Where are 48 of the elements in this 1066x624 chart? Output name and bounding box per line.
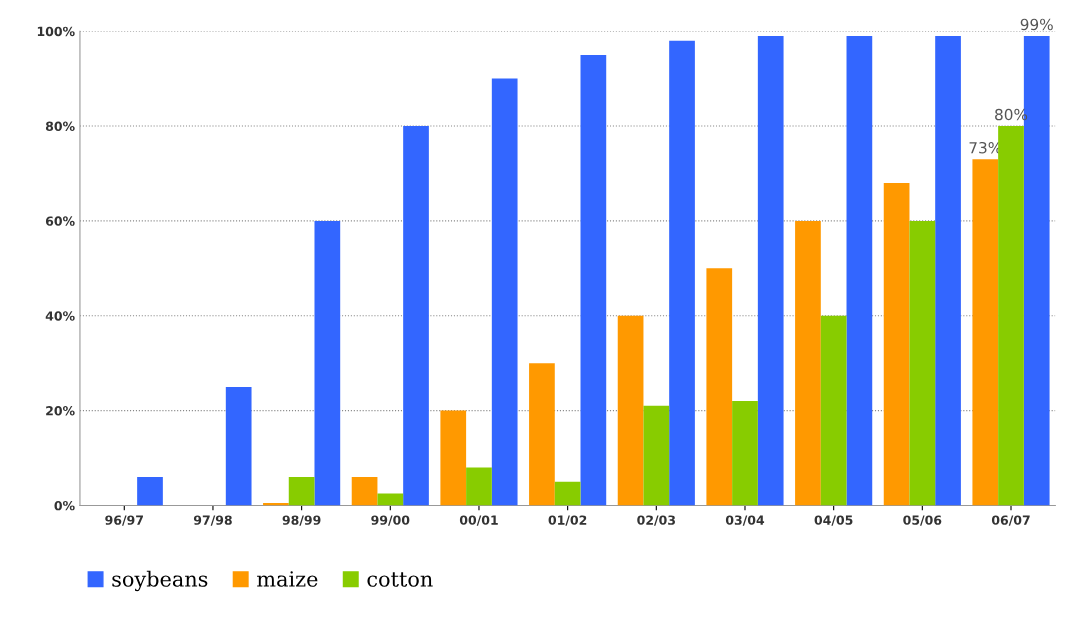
bar	[732, 401, 758, 506]
bar	[795, 220, 821, 506]
bar	[403, 126, 429, 506]
data-label: 99%	[1020, 18, 1053, 31]
bar	[935, 35, 961, 506]
legend-label: cotton	[367, 572, 433, 587]
x-tick-label: 05/06	[903, 515, 942, 526]
bar	[554, 481, 581, 506]
bar	[529, 363, 555, 506]
bar	[820, 315, 847, 506]
x-tick-label: 96/97	[105, 515, 143, 526]
bar	[617, 315, 644, 506]
y-tick-label: 100%	[37, 26, 75, 37]
x-tick-label: 98/99	[282, 515, 321, 526]
bar	[883, 182, 910, 506]
y-tick-label: 20%	[46, 406, 75, 416]
legend-label: maize	[257, 571, 318, 587]
x-tick-label: 06/07	[991, 515, 1030, 526]
x-tick-label: 01/02	[548, 515, 587, 526]
x-tick-label: 02/03	[637, 515, 675, 526]
bar	[466, 467, 492, 506]
bar	[288, 476, 315, 506]
bar	[137, 476, 163, 506]
legend-label: soybeans	[112, 570, 208, 592]
x-tick-label: 99/00	[371, 515, 410, 526]
y-tick-label: 40%	[45, 311, 75, 321]
bar	[225, 386, 252, 506]
bar	[377, 493, 404, 506]
bar	[669, 40, 695, 506]
bar	[909, 220, 936, 506]
bar	[972, 159, 999, 506]
bar	[440, 410, 467, 506]
bar	[580, 54, 607, 506]
bar	[643, 405, 670, 506]
y-tick-label: 0%	[54, 500, 75, 511]
bar	[846, 35, 873, 506]
bar	[314, 220, 341, 506]
x-tick-label: 97/98	[193, 515, 232, 526]
x-tick-label: 03/04	[725, 515, 765, 526]
bar	[998, 126, 1024, 506]
bar	[351, 476, 378, 506]
bar	[491, 78, 518, 506]
bar	[757, 35, 784, 506]
x-tick-label: 00/01	[459, 515, 498, 526]
y-tick-label: 80%	[45, 121, 75, 131]
bar	[706, 268, 733, 506]
y-tick-label: 60%	[45, 216, 75, 226]
x-tick-label: 04/05	[814, 515, 853, 526]
